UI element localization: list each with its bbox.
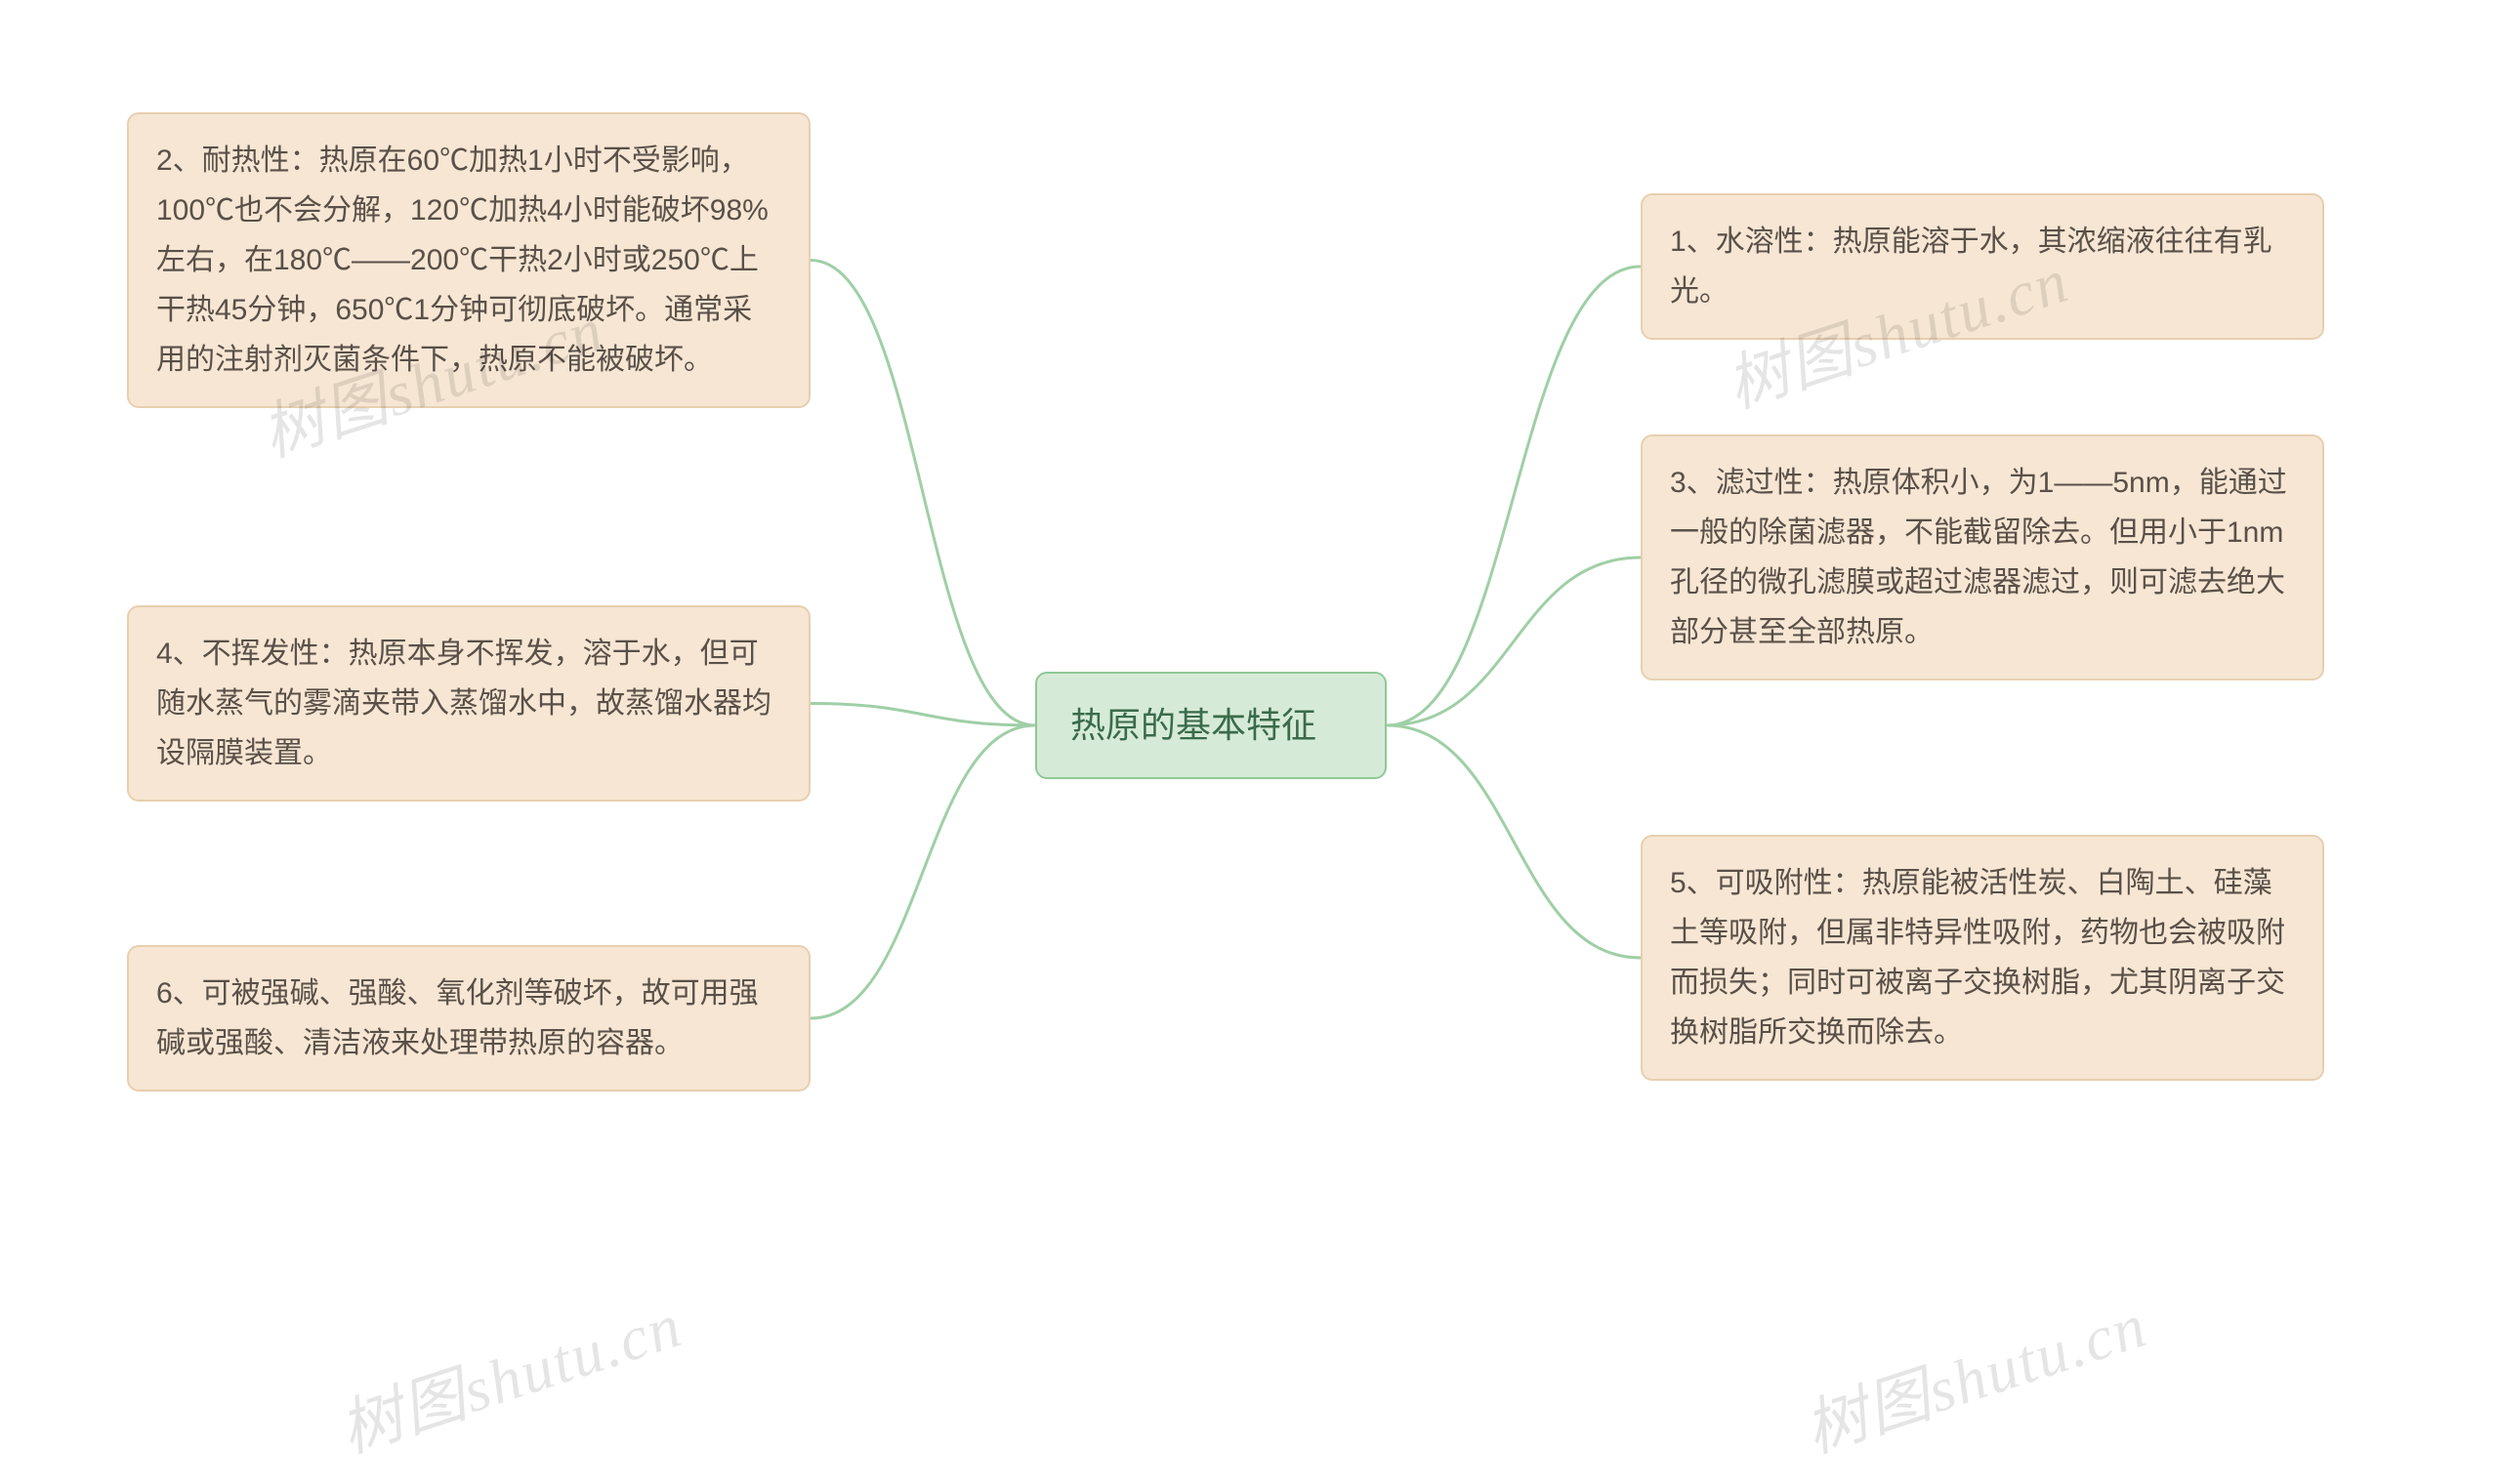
leaf-node-n1: 1、水溶性：热原能溶于水，其浓缩液往往有乳光。 — [1641, 193, 2324, 340]
leaf-node-n4: 4、不挥发性：热原本身不挥发，溶于水，但可随水蒸气的雾滴夹带入蒸馏水中，故蒸馏水… — [127, 605, 811, 802]
center-node: 热原的基本特征 — [1035, 672, 1387, 779]
leaf-node-n6: 6、可被强碱、强酸、氧化剂等破坏，故可用强碱或强酸、清洁液来处理带热原的容器。 — [127, 945, 811, 1092]
leaf-node-n3: 3、滤过性：热原体积小，为1——5nm，能通过一般的除菌滤器，不能截留除去。但用… — [1641, 434, 2324, 680]
watermark: 树图shutu.cn — [1792, 1275, 2157, 1470]
leaf-node-n5: 5、可吸附性：热原能被活性炭、白陶土、硅藻土等吸附，但属非特异性吸附，药物也会被… — [1641, 835, 2324, 1081]
watermark: 树图shutu.cn — [327, 1275, 692, 1470]
leaf-node-n2: 2、耐热性：热原在60℃加热1小时不受影响，100℃也不会分解，120℃加热4小… — [127, 112, 811, 408]
